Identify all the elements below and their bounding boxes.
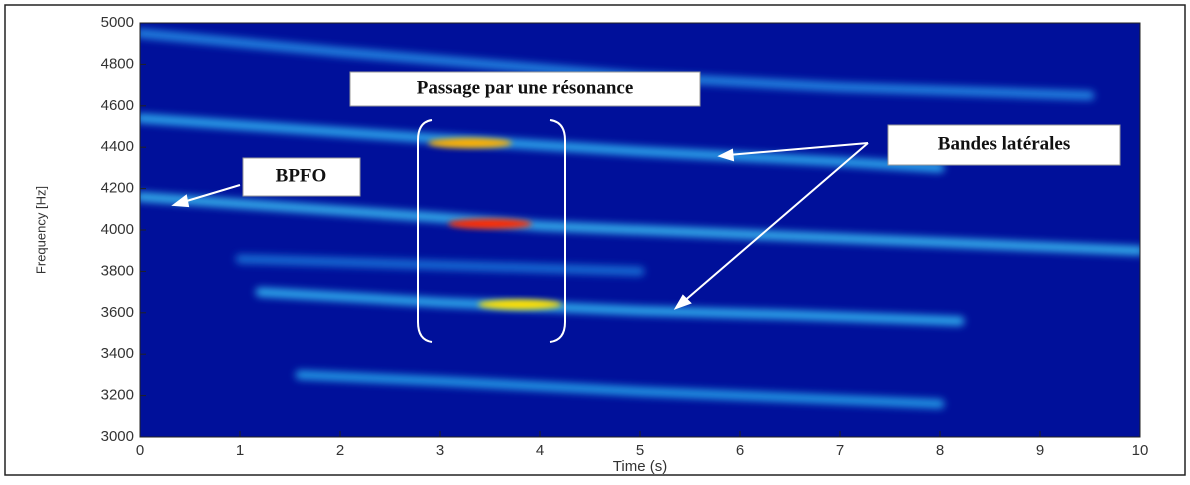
bracket-left — [417, 119, 433, 343]
x-tick-label: 5 — [636, 442, 644, 459]
y-tick-label: 5000 — [101, 14, 134, 31]
ridge — [140, 192, 1140, 256]
ridge — [235, 254, 645, 276]
arrow-head — [673, 294, 692, 310]
x-axis-label: Time (s) — [613, 458, 667, 475]
annotation-box — [242, 157, 361, 197]
y-tick-label: 3000 — [101, 428, 134, 445]
x-tick-label: 10 — [1132, 442, 1149, 459]
arrow-head — [171, 194, 190, 208]
y-tick-label: 4400 — [101, 138, 134, 155]
ridge — [140, 113, 945, 173]
x-tick-label: 1 — [236, 442, 244, 459]
y-axis-label: Frequency [Hz] — [33, 186, 48, 274]
arrow — [727, 142, 869, 156]
annotation-box — [887, 124, 1121, 166]
x-tick-label: 0 — [136, 442, 144, 459]
x-tick-label: 2 — [336, 442, 344, 459]
y-tick-label: 4600 — [101, 97, 134, 114]
arrow-head — [717, 148, 735, 162]
annotation: BPFO — [276, 165, 327, 186]
hotspot — [448, 218, 532, 229]
x-tick-label: 6 — [736, 442, 744, 459]
annotation: Bandes latérales — [938, 133, 1070, 154]
hotspot — [428, 138, 512, 149]
x-tick-label: 9 — [1036, 442, 1044, 459]
y-tick-label: 4000 — [101, 221, 134, 238]
y-tick-label: 3400 — [101, 345, 134, 362]
x-tick-label: 3 — [436, 442, 444, 459]
y-tick-label: 3800 — [101, 262, 134, 279]
annotation-box — [349, 71, 701, 107]
y-tick-label: 4800 — [101, 55, 134, 72]
annotation: Passage par une résonance — [417, 77, 634, 98]
arrow — [179, 184, 241, 204]
arrows — [171, 142, 869, 310]
x-tick-label: 4 — [536, 442, 544, 459]
hotspot — [478, 299, 562, 310]
x-tick-label: 7 — [836, 442, 844, 459]
y-tick-label: 3200 — [101, 387, 134, 404]
y-tick-label: 3600 — [101, 304, 134, 321]
ridge — [255, 287, 965, 326]
bracket-right — [549, 119, 566, 343]
y-tick-label: 4200 — [101, 180, 134, 197]
x-tick-label: 8 — [936, 442, 944, 459]
ridge — [295, 370, 945, 409]
arrow — [681, 142, 869, 304]
